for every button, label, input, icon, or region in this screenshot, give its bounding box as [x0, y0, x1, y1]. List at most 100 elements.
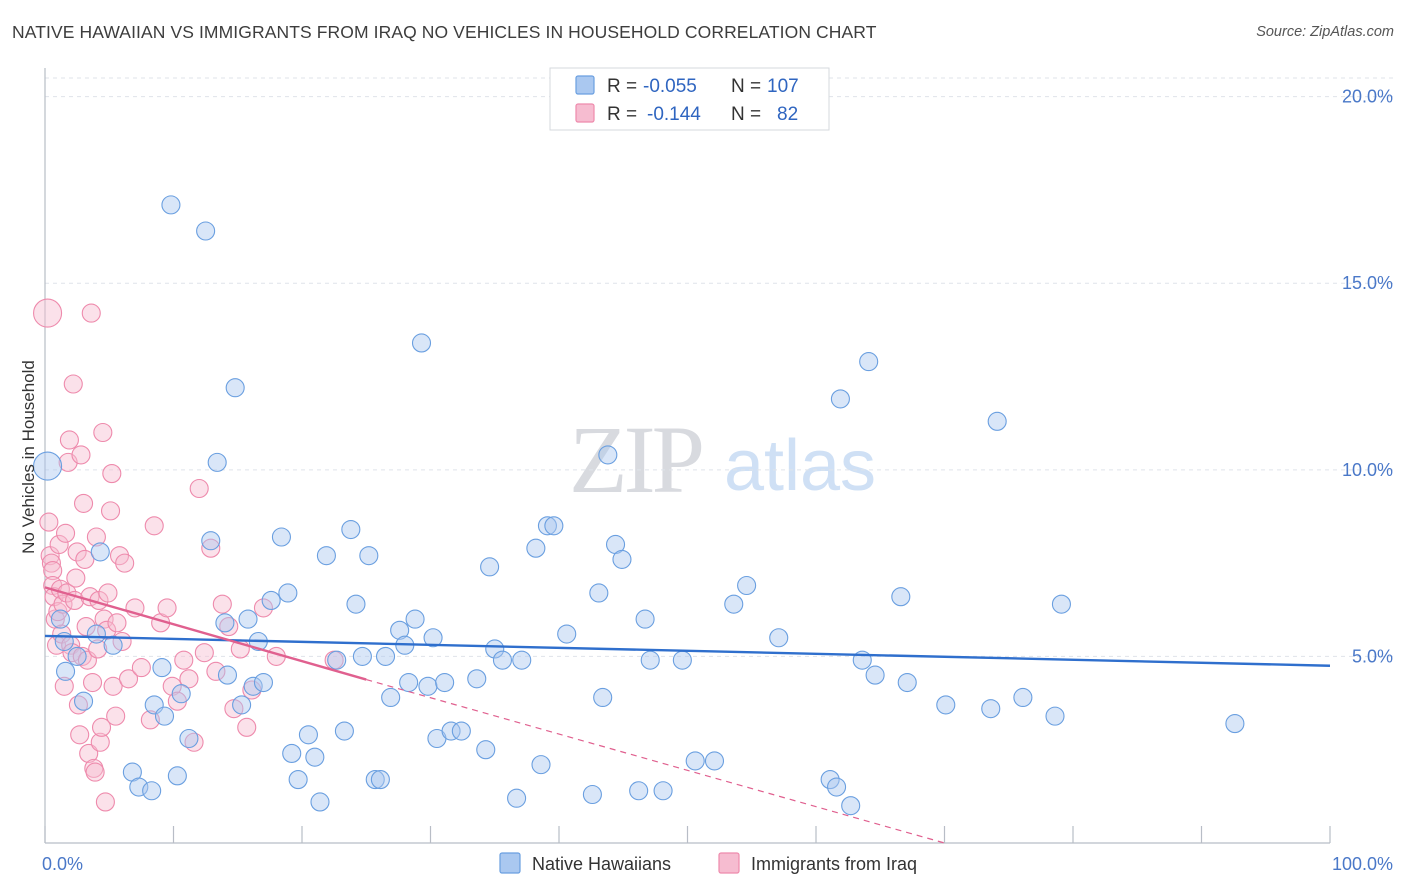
- pink-point-3: [41, 553, 61, 573]
- bottom-legend-swatch-blue[interactable]: [499, 852, 521, 874]
- pink-point-44: [93, 422, 113, 443]
- series-native-hawaiians-points: [33, 195, 1245, 816]
- blue-point-19: [196, 221, 216, 241]
- bottom-legend-label-native-hawaiians: Native Hawaiians: [532, 854, 671, 874]
- blue-point-44: [359, 546, 379, 566]
- pink-point-72: [206, 661, 226, 681]
- axes: [44, 68, 1331, 844]
- blue-point-15: [161, 195, 181, 215]
- blue-point-89: [827, 777, 847, 797]
- tick-labels: 5.0% 10.0% 15.0% 20.0% 0.0% 100.0%: [42, 87, 1393, 874]
- blue-point-81: [653, 781, 673, 801]
- blue-point-82: [672, 650, 692, 670]
- pink-point-53: [107, 613, 127, 633]
- pink-point-77: [237, 717, 257, 737]
- blue-point-55: [423, 628, 443, 648]
- blue-point-31: [271, 527, 291, 547]
- blue-point-46: [370, 770, 390, 790]
- pink-point-21: [63, 374, 83, 394]
- blue-point-33: [282, 743, 302, 763]
- pink-point-73: [212, 594, 232, 614]
- blue-point-80: [640, 650, 660, 670]
- pink-point-59: [131, 658, 151, 678]
- pink-point-68: [184, 732, 204, 752]
- blue-point-11: [142, 781, 162, 801]
- blue-point-23: [217, 665, 238, 685]
- blue-point-59: [451, 721, 471, 741]
- y-tick-label-0: 5.0%: [1352, 646, 1393, 666]
- pink-point-29: [74, 493, 94, 513]
- blue-point-45: [365, 770, 385, 790]
- legend-n-label-2: N =: [731, 104, 761, 125]
- blue-point-47: [375, 646, 396, 666]
- blue-point-75: [598, 445, 618, 465]
- blue-point-32: [278, 583, 298, 603]
- blue-point-4: [67, 646, 87, 666]
- blue-point-52: [405, 609, 425, 629]
- blue-point-35: [298, 725, 318, 745]
- pink-point-49: [100, 501, 121, 521]
- blue-point-10: [129, 777, 149, 797]
- legend-r-value-1: -0.055: [643, 76, 697, 97]
- blue-point-16: [167, 766, 187, 786]
- blue-point-1: [50, 609, 70, 629]
- blue-point-78: [629, 781, 649, 801]
- trend-lines: [44, 586, 1331, 844]
- pink-point-79: [253, 598, 274, 618]
- bottom-legend-swatch-pink[interactable]: [718, 852, 740, 874]
- pink-point-30: [75, 549, 95, 569]
- blue-point-26: [238, 609, 258, 629]
- pink-point-13: [53, 594, 73, 614]
- y-tick-label-1: 10.0%: [1342, 460, 1393, 480]
- pink-point-50: [102, 464, 122, 484]
- blue-point-22: [215, 613, 235, 633]
- legend-swatch-blue: [575, 75, 595, 95]
- blue-point-88: [820, 770, 840, 790]
- pink-point-52: [106, 706, 126, 726]
- pink-point-57: [118, 669, 139, 689]
- pink-point-35: [81, 303, 101, 323]
- blue-point-20: [201, 531, 221, 551]
- trend-line-pink-extension: [366, 678, 945, 844]
- pink-point-69: [189, 478, 209, 499]
- pink-point-10: [49, 534, 69, 555]
- blue-point-85: [724, 594, 744, 614]
- blue-point-57: [435, 672, 455, 693]
- blue-point-83: [685, 751, 705, 771]
- chart-source: Source: ZipAtlas.com: [1256, 24, 1394, 40]
- x-tick-label-0: 0.0%: [42, 854, 83, 874]
- blue-point-21: [207, 452, 227, 472]
- blue-point-102: [1051, 594, 1071, 614]
- pink-point-51: [103, 676, 123, 696]
- pink-point-66: [174, 650, 194, 670]
- y-tick-label-2: 15.0%: [1342, 273, 1393, 293]
- blue-point-8: [103, 635, 123, 655]
- blue-point-94: [865, 665, 885, 685]
- correlation-legend: R = -0.055 N = 107 R = -0.144 N = 82: [549, 67, 830, 131]
- pink-point-61: [144, 516, 164, 536]
- blue-point-25: [232, 695, 252, 715]
- blue-point-99: [987, 411, 1007, 431]
- blue-point-43: [352, 646, 372, 666]
- blue-point-72: [582, 784, 602, 805]
- blue-point-30: [261, 590, 281, 610]
- pink-point-42: [90, 732, 110, 752]
- legend-n-label-1: N =: [731, 76, 761, 97]
- trend-line-blue: [44, 634, 1331, 667]
- blue-point-13: [152, 658, 172, 678]
- blue-point-18: [179, 728, 199, 749]
- blue-point-62: [480, 557, 500, 577]
- pink-point-74: [219, 617, 239, 637]
- blue-point-36: [305, 747, 325, 767]
- pink-point-45: [94, 609, 114, 629]
- blue-point-67: [526, 538, 546, 558]
- blue-point-64: [492, 650, 513, 670]
- bottom-legend-label-iraq: Immigrants from Iraq: [751, 854, 917, 874]
- pink-point-40: [88, 639, 108, 659]
- blue-point-40: [334, 721, 354, 741]
- blue-point-58: [441, 721, 461, 741]
- blue-point-63: [485, 639, 505, 659]
- pink-point-60: [140, 710, 160, 730]
- pink-point-48: [98, 583, 118, 603]
